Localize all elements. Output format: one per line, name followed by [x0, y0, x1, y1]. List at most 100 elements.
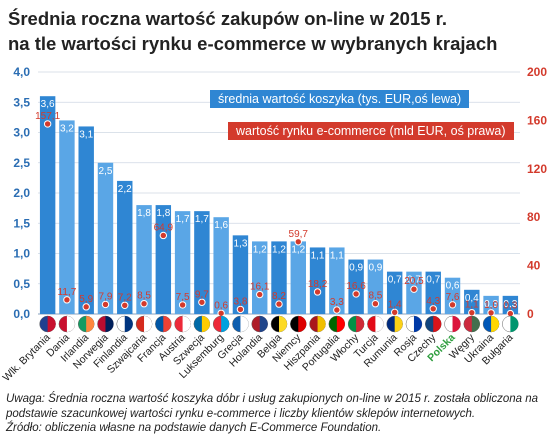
market-value-label: 0,6	[214, 300, 228, 311]
flag-icon-half	[66, 316, 75, 332]
market-marker	[178, 301, 187, 309]
market-value-label: 16,6	[346, 281, 366, 292]
market-value-label: 5,9	[79, 294, 93, 305]
flag-icon-half	[182, 316, 191, 332]
left-tick-label: 4,0	[13, 65, 30, 79]
legend-market: wartość rynku e-commerce (mld EUR, oś pr…	[228, 122, 514, 140]
bar	[425, 271, 441, 314]
bar-value-label: 1,2	[272, 244, 286, 255]
market-marker	[313, 288, 322, 296]
right-tick-label: 160	[527, 113, 547, 127]
market-value-label: 11,7	[58, 287, 77, 298]
flag-icon-half	[221, 316, 230, 332]
market-marker	[121, 301, 129, 309]
market-marker	[43, 120, 52, 128]
bar	[464, 289, 480, 314]
bar	[367, 259, 384, 314]
bar	[39, 96, 56, 314]
flag-icon-half	[279, 316, 287, 332]
notes: Uwaga: Średnia roczna wartość koszyka dó…	[6, 392, 546, 436]
axis-ticks: 0,0 0,5 1,0 1,5 2,0 2,5 3,0 3,5 4,0 0 40 80 120 160 20…	[13, 65, 547, 321]
bar-value-label: 1,1	[330, 250, 344, 261]
market-value-label: 7,2	[118, 292, 132, 303]
flag-icon-half	[163, 316, 172, 332]
right-tick-label: 120	[527, 162, 547, 176]
flag-icon-half	[491, 316, 500, 332]
flags	[39, 315, 519, 333]
bar-value-label: 0,6	[446, 281, 460, 292]
bar-value-label: 2,2	[118, 184, 132, 195]
bar-value-label: 0,7	[426, 275, 440, 286]
market-value-label: 64,9	[154, 222, 174, 233]
left-tick-label: 3,0	[13, 126, 30, 140]
title-line-1: Średnia roczna wartość zakupów on-line w…	[8, 8, 447, 29]
market-value-label: 157,1	[35, 111, 60, 122]
market-value-label: 59,7	[289, 229, 309, 240]
bar-value-label: 0,9	[368, 263, 382, 274]
flag-icon-half	[510, 316, 519, 332]
market-value-label: 16,1	[250, 282, 270, 293]
bar-value-label: 1,8	[156, 208, 170, 219]
bar-value-label: 0,3	[484, 299, 498, 310]
market-marker	[410, 285, 418, 293]
bar-value-label: 0,3	[503, 299, 517, 310]
flag-icon-half	[298, 316, 307, 332]
bar-value-label: 1,7	[176, 214, 190, 225]
market-marker	[198, 298, 206, 306]
bar-value-label: 1,2	[291, 244, 305, 255]
market-markers	[43, 120, 515, 318]
left-tick-label: 1,0	[13, 247, 30, 261]
market-marker	[275, 300, 283, 308]
market-value-label: 3,8	[233, 296, 247, 307]
market-value-label: 9,7	[195, 289, 209, 300]
flag-icon-half	[47, 316, 56, 332]
market-value-label: 20,5	[404, 276, 424, 287]
bar	[174, 211, 191, 314]
bar	[271, 241, 287, 314]
note-line-3: Źródło: obliczenia własne na podstawie d…	[6, 422, 382, 434]
bar	[232, 235, 249, 314]
market-marker	[63, 296, 71, 304]
flag-icon-half	[356, 316, 365, 332]
market-marker	[294, 238, 302, 246]
bar-value-label: 0,7	[407, 275, 421, 286]
bar-value-label: 1,3	[233, 238, 247, 249]
title-line-2: na tle wartości rynku e-commerce w wybra…	[8, 33, 498, 54]
bar	[59, 120, 75, 315]
left-tick-label: 2,5	[13, 156, 30, 170]
market-marker	[352, 290, 360, 298]
flag-icon-half	[375, 316, 384, 332]
chart-title: Średnia roczna wartość zakupów on-line w…	[8, 6, 548, 56]
bar	[309, 247, 326, 314]
bar	[502, 295, 519, 314]
bar	[329, 247, 345, 314]
bar-value-label: 0,7	[388, 275, 402, 286]
market-value-label: 8,5	[368, 291, 382, 302]
bar	[97, 162, 114, 314]
left-tick-label: 3,5	[13, 95, 30, 109]
bar	[386, 271, 403, 314]
market-value-label: 8,2	[272, 291, 286, 302]
market-value-label: 3,3	[330, 297, 344, 308]
market-marker	[390, 308, 399, 317]
flag-icon-half	[259, 316, 268, 332]
market-value-label: 4,3	[426, 296, 440, 307]
right-tick-label: 40	[527, 259, 541, 273]
flag-icon-half	[201, 316, 210, 332]
flag-icon-half	[124, 316, 133, 332]
bar	[213, 217, 229, 314]
flag-icon-half	[433, 316, 442, 332]
flag-icon-half	[105, 316, 114, 332]
bar	[252, 241, 268, 314]
bar-value-label: 1,6	[214, 220, 228, 231]
bar-value-label: 0,4	[465, 293, 479, 304]
bar	[117, 180, 133, 314]
market-value-label: 8,5	[137, 291, 151, 302]
market-value-label: 1,1	[465, 300, 479, 311]
category-label: Wlk. Brytania	[1, 332, 53, 384]
flag-icon-half	[471, 316, 480, 332]
bar	[483, 295, 499, 314]
note-line-2: podstawie szacunkowej wartości rynku e-c…	[6, 407, 476, 420]
bar-value-label: 1,8	[137, 208, 151, 219]
right-tick-label: 0	[527, 307, 534, 321]
